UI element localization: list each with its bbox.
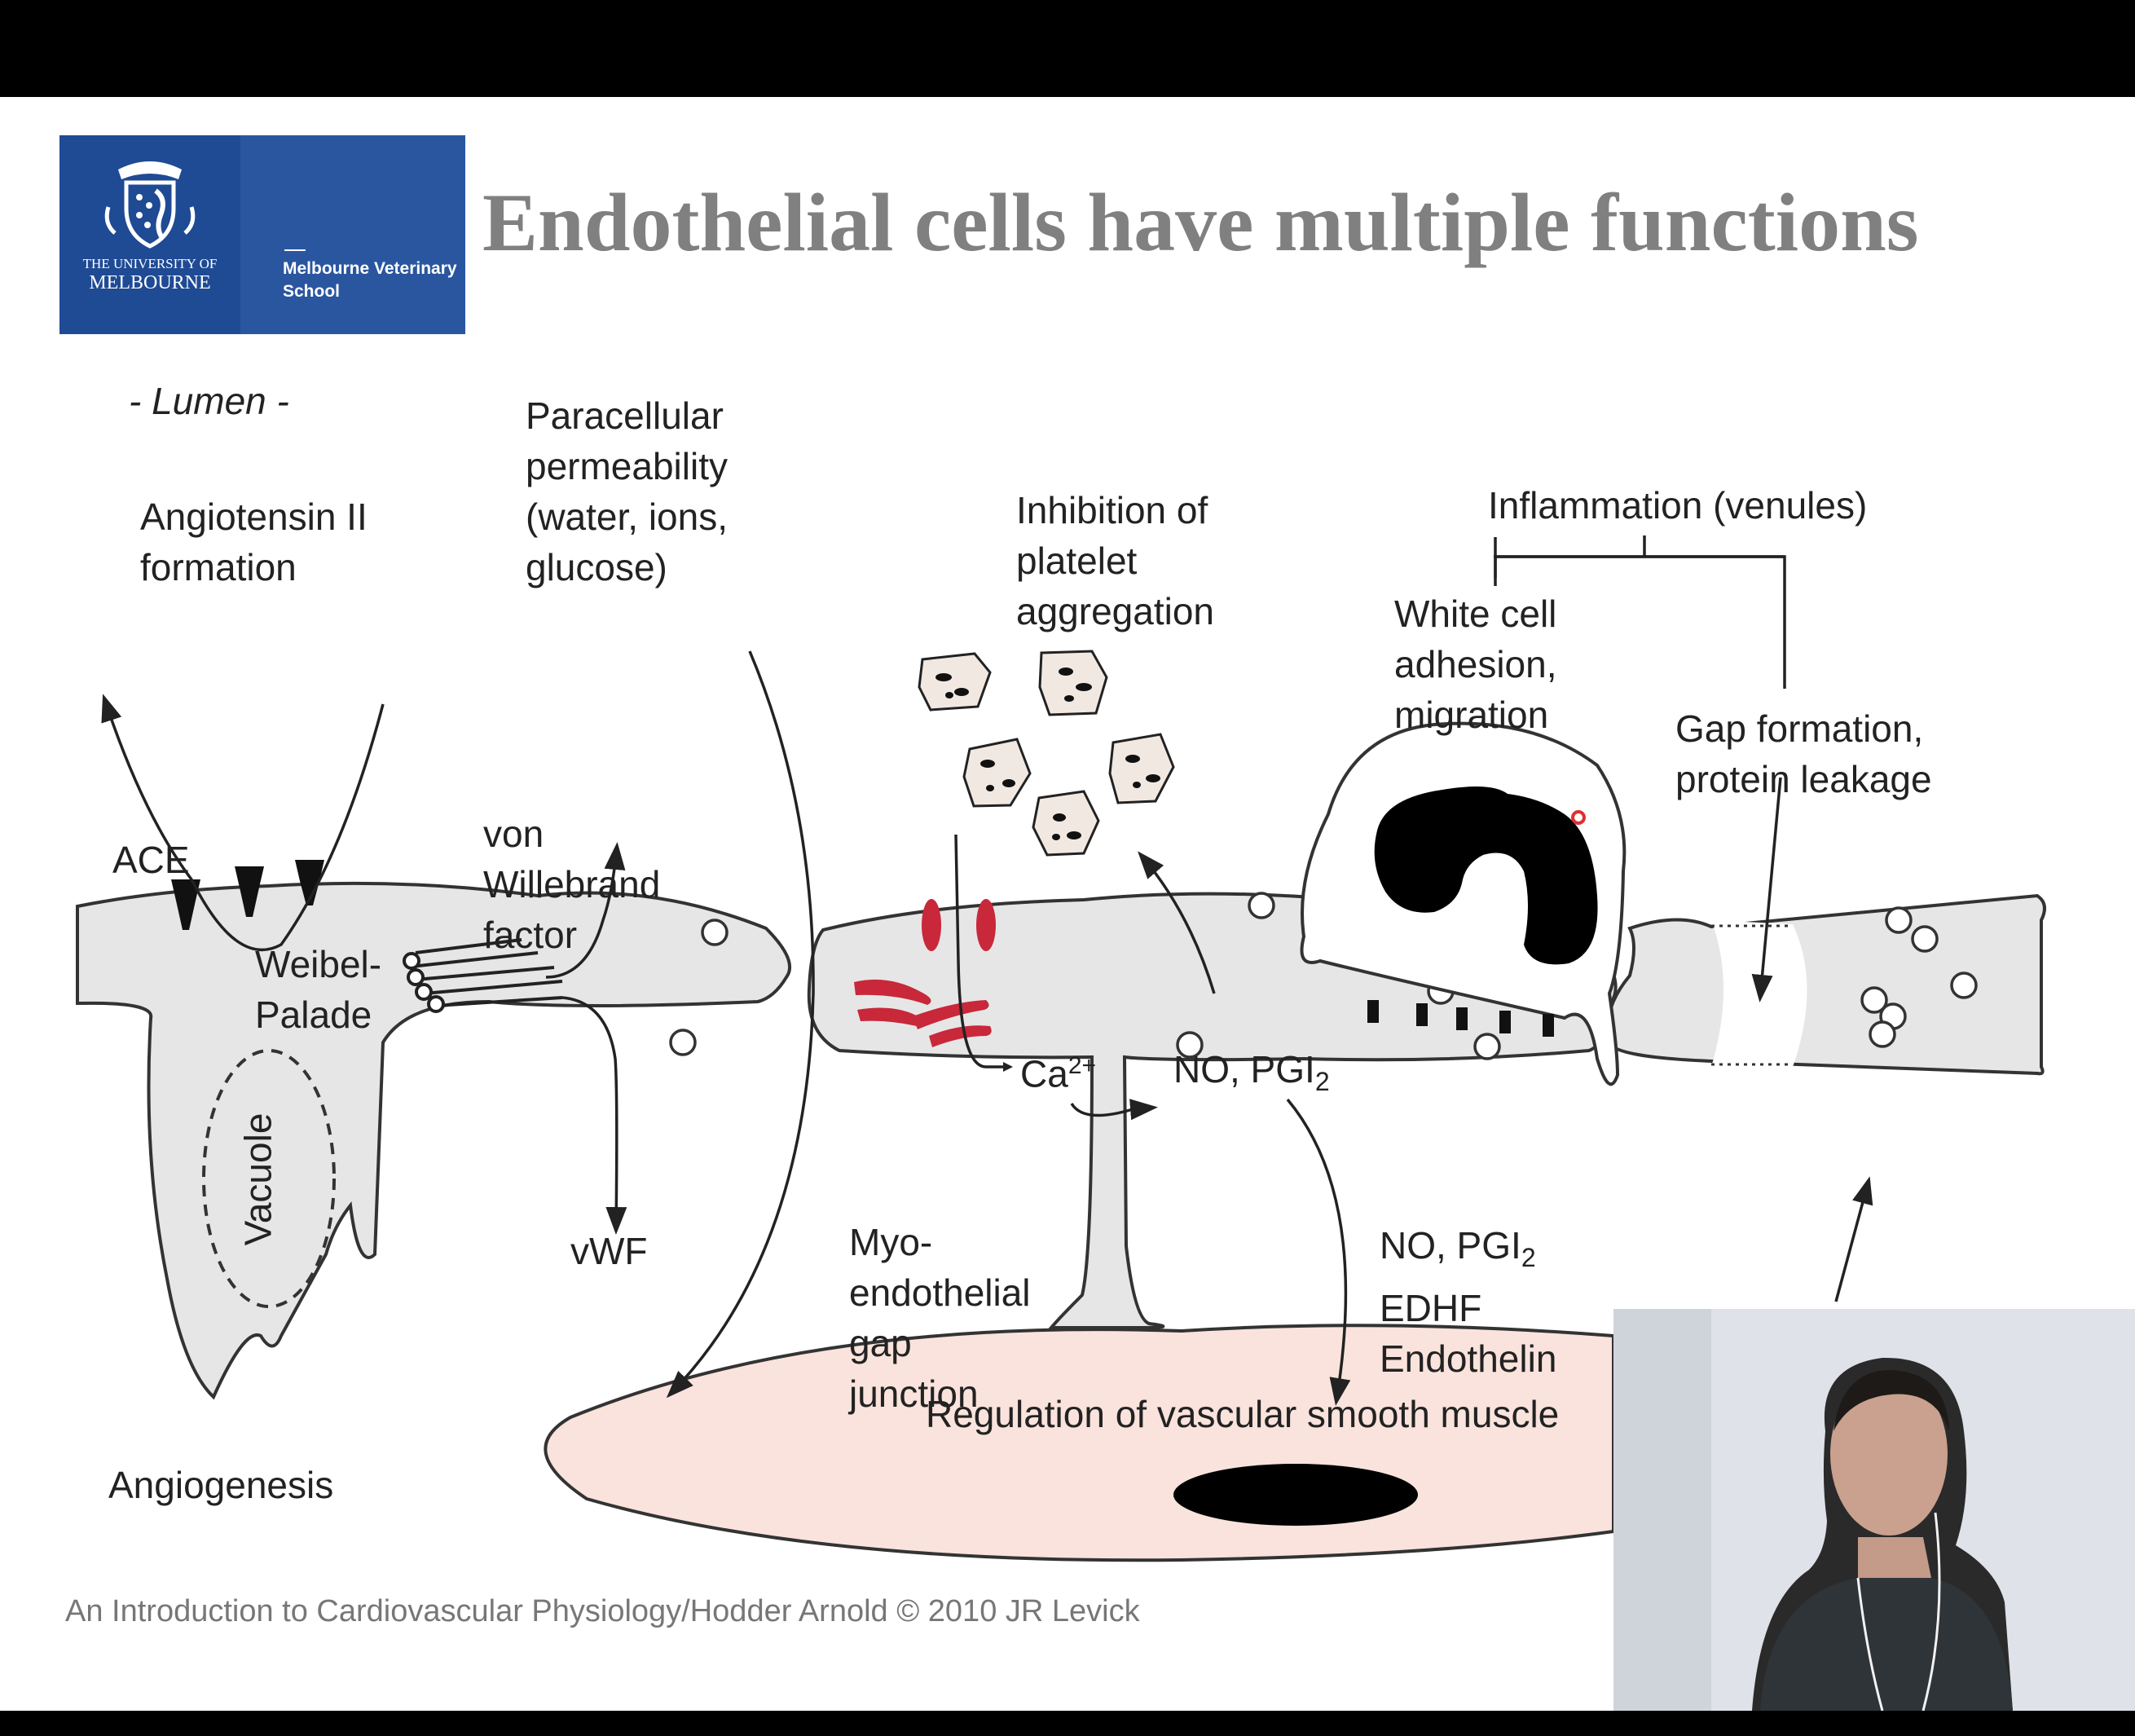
slide: THE UNIVERSITY OF MELBOURNE Melbourne Ve… <box>0 97 2135 1711</box>
label-weibel-line2: Palade <box>255 994 372 1036</box>
label-white-line1: White cell <box>1394 593 1557 635</box>
platelets <box>918 650 1175 857</box>
label-white-line2: adhesion, <box>1394 643 1557 685</box>
label-weibel-palade: Weibel- Palade <box>255 939 381 1040</box>
caveola-arrow <box>1834 1176 1873 1302</box>
logo-university-line2: MELBOURNE <box>89 272 211 293</box>
label-gap-line2: protein leakage <box>1675 758 1932 800</box>
endothelial-cell-3 <box>1605 893 2046 1076</box>
vwf-up-arrow <box>545 842 626 979</box>
label-ace: ACE <box>112 839 190 881</box>
label-angiogenesis: Angiogenesis <box>108 1464 334 1506</box>
paracellular-arrow <box>666 650 815 1399</box>
label-vwf: vWF <box>570 1230 648 1272</box>
slide-title: Endothelial cells have multiple function… <box>482 177 1919 269</box>
label-myo-line1: Myo- <box>849 1221 933 1263</box>
endothelium-diagram <box>76 535 2046 1562</box>
label-myo-line4: junction <box>849 1372 979 1415</box>
label-angiotensin-line1: Angiotensin II <box>140 496 368 538</box>
angiotensin-arrow <box>101 694 385 952</box>
label-vonw-line1: von <box>483 813 544 855</box>
label-paracellular: Paracellular permeability (water, ions, … <box>526 390 728 593</box>
presenter-webcam <box>1613 1309 2135 1711</box>
pointer-dot <box>1571 810 1586 825</box>
label-paracellular-line1: Paracellular <box>526 394 724 437</box>
label-inflammation: Inflammation (venules) <box>1488 484 1868 527</box>
label-angiotensin: Angiotensin II formation <box>140 491 368 593</box>
label-paracellular-line4: glucose) <box>526 546 667 588</box>
label-myoendothelial: Myo- endothelial gap junction <box>849 1217 1031 1419</box>
presenter-video <box>1613 1309 2135 1711</box>
label-vasoactive-line1: NO, PGI2 <box>1380 1220 1556 1283</box>
endothelial-cell-1 <box>76 881 791 1400</box>
label-inhibition-line2: platelet <box>1016 540 1138 582</box>
adhesion-molecules <box>1367 1000 1554 1037</box>
crest-icon <box>104 161 196 249</box>
no-to-platelets-arrow <box>1138 851 1216 994</box>
logo-university-line1: THE UNIVERSITY OF <box>82 256 218 271</box>
weibel-palade-bodies <box>403 938 563 1013</box>
figure-credit: An Introduction to Cardiovascular Physio… <box>65 1594 1140 1628</box>
label-white-line3: migration <box>1394 694 1549 736</box>
vacuole <box>202 1049 336 1308</box>
label-vonw-line3: factor <box>483 914 578 956</box>
vwf-down-arrow <box>561 996 627 1235</box>
white-cell-nucleus <box>1374 786 1598 965</box>
label-inhibition: Inhibition of platelet aggregation <box>1016 485 1214 637</box>
label-myo-line3: gap <box>849 1322 912 1364</box>
label-regulation: Regulation of vascular smooth muscle <box>926 1393 1560 1435</box>
calcium-channels <box>854 899 996 1047</box>
label-gap-formation: Gap formation, protein leakage <box>1675 703 1932 804</box>
logo-crest-panel: THE UNIVERSITY OF MELBOURNE <box>59 135 240 334</box>
label-no-pgi: NO, PGI2 <box>1173 1044 1330 1107</box>
label-paracellular-line2: permeability <box>526 445 728 487</box>
label-von-willebrand: von Willebrand factor <box>483 809 660 960</box>
label-vasoactive-line3: Endothelin <box>1380 1337 1557 1381</box>
logo-school-name: Melbourne Veterinary School <box>283 258 462 303</box>
label-calcium-text: Ca <box>1020 1052 1068 1095</box>
label-myo-line2: endothelial <box>849 1271 1031 1314</box>
ca-to-no-arrow <box>1070 1099 1158 1121</box>
label-white-cell: White cell adhesion, migration <box>1394 588 1557 740</box>
label-inhibition-line3: aggregation <box>1016 590 1214 632</box>
label-vasoactive-sub: 2 <box>1521 1243 1536 1273</box>
label-inhibition-line1: Inhibition of <box>1016 489 1208 531</box>
label-vasoactive: NO, PGI2 EDHF Endothelin <box>1380 1220 1556 1384</box>
no-to-muscle-arrow <box>1286 1098 1351 1406</box>
label-no-pgi-sub: 2 <box>1314 1067 1330 1097</box>
platelet-granules <box>935 668 1160 840</box>
label-angiotensin-line2: formation <box>140 546 297 588</box>
logo-school-line2: School <box>283 282 341 301</box>
gap-formation-arrow <box>1751 777 1782 1002</box>
label-vasoactive-line2: EDHF <box>1380 1287 1482 1330</box>
label-gap-line1: Gap formation, <box>1675 707 1924 750</box>
label-calcium: Ca2+ <box>1020 1041 1096 1099</box>
label-calcium-sup: 2+ <box>1068 1052 1097 1079</box>
caveolae <box>669 892 1978 1060</box>
label-vonw-line2: Willebrand <box>483 863 661 905</box>
label-vasoactive-no: NO, PGI <box>1380 1224 1521 1267</box>
smooth-muscle-nucleus <box>1173 1464 1418 1526</box>
label-no-pgi-text: NO, PGI <box>1173 1048 1315 1091</box>
label-vacuole: Vacuole <box>236 1113 280 1246</box>
label-paracellular-line3: (water, ions, <box>526 496 728 538</box>
logo-dash <box>284 249 306 251</box>
ace-receptors <box>171 860 324 930</box>
label-weibel-line1: Weibel- <box>255 943 382 985</box>
label-lumen: - Lumen - <box>129 380 289 422</box>
university-logo: THE UNIVERSITY OF MELBOURNE Melbourne Ve… <box>59 135 465 334</box>
inflammation-bracket-left <box>1494 535 1646 586</box>
logo-school-line1: Melbourne Veterinary <box>283 259 457 278</box>
calcium-entry-arrow <box>954 834 1013 1072</box>
